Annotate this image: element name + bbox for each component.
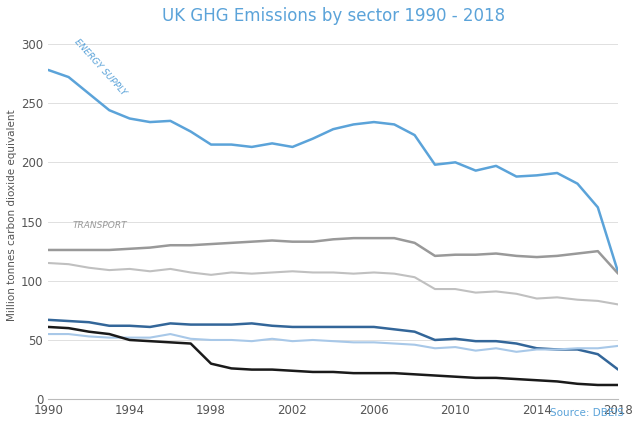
Title: UK GHG Emissions by sector 1990 - 2018: UK GHG Emissions by sector 1990 - 2018 (162, 7, 505, 25)
Text: Source: DBEIS: Source: DBEIS (550, 407, 624, 418)
Y-axis label: Million tonnes carbon dioxide equivalent: Million tonnes carbon dioxide equivalent (7, 110, 17, 321)
Text: ENERGY SUPPLY: ENERGY SUPPLY (73, 37, 128, 97)
Text: TRANSPORT: TRANSPORT (73, 221, 127, 230)
